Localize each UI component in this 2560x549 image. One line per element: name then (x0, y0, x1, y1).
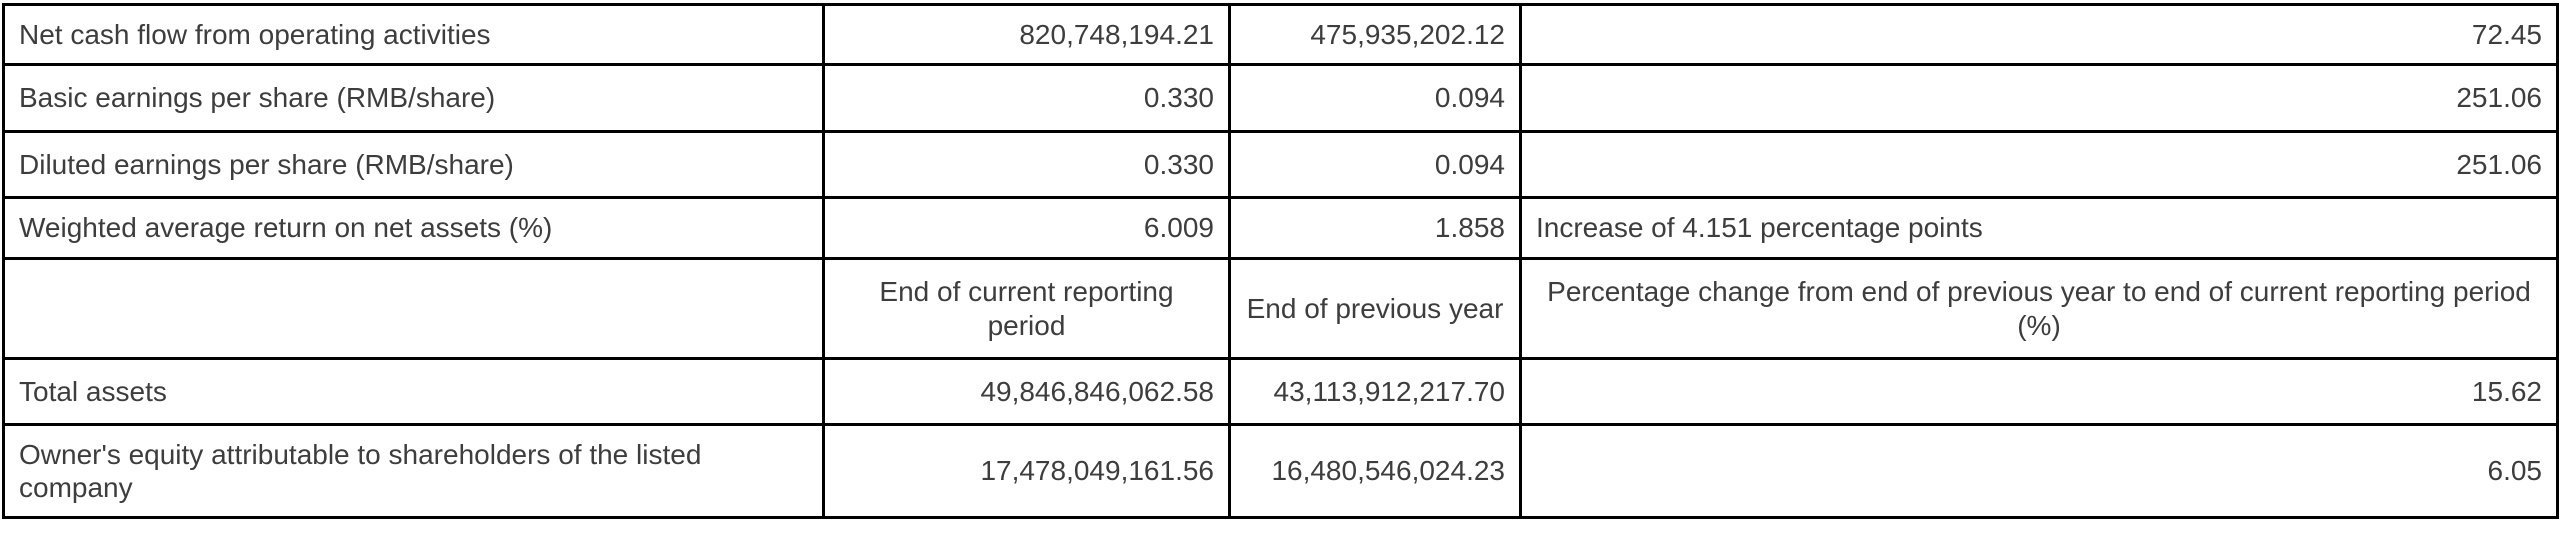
current-value: 0.330 (822, 130, 1231, 199)
metric-label: Weighted average return on net assets (%… (2, 196, 825, 260)
change-value: 251.06 (1519, 63, 2559, 133)
current-value: 0.330 (822, 63, 1231, 133)
financial-summary-table: Net cash flow from operating activities … (2, 3, 2559, 519)
table-row-total-assets: Total assets 49,846,846,062.58 43,113,91… (2, 357, 2559, 426)
table-row-column-headers: End of current reporting period End of p… (2, 257, 2559, 360)
previous-value: 16,480,546,024.23 (1228, 423, 1522, 519)
table-row-diluted-eps: Diluted earnings per share (RMB/share) 0… (2, 130, 2559, 199)
metric-label: Diluted earnings per share (RMB/share) (2, 130, 825, 199)
table-row-owners-equity: Owner's equity attributable to sharehold… (2, 423, 2559, 519)
table-row-weighted-average-return: Weighted average return on net assets (%… (2, 196, 2559, 260)
previous-value: 43,113,912,217.70 (1228, 357, 1522, 426)
metric-label: Basic earnings per share (RMB/share) (2, 63, 825, 133)
change-value: 6.05 (1519, 423, 2559, 519)
current-value: 49,846,846,062.58 (822, 357, 1231, 426)
change-value: 251.06 (1519, 130, 2559, 199)
blank-header-cell (2, 257, 825, 360)
previous-value: 0.094 (1228, 130, 1522, 199)
metric-label: Net cash flow from operating activities (2, 3, 825, 66)
table-row-basic-eps: Basic earnings per share (RMB/share) 0.3… (2, 63, 2559, 133)
previous-year-header: End of previous year (1228, 257, 1522, 360)
percentage-change-header: Percentage change from end of previous y… (1519, 257, 2559, 360)
previous-value: 475,935,202.12 (1228, 3, 1522, 66)
table-row-net-cash-flow: Net cash flow from operating activities … (2, 3, 2559, 66)
metric-label: Total assets (2, 357, 825, 426)
previous-value: 0.094 (1228, 63, 1522, 133)
document-page: Net cash flow from operating activities … (0, 3, 2560, 519)
current-value: 820,748,194.21 (822, 3, 1231, 66)
current-value: 17,478,049,161.56 (822, 423, 1231, 519)
change-value: 15.62 (1519, 357, 2559, 426)
change-value: 72.45 (1519, 3, 2559, 66)
current-value: 6.009 (822, 196, 1231, 260)
previous-value: 1.858 (1228, 196, 1522, 260)
metric-label: Owner's equity attributable to sharehold… (2, 423, 825, 519)
change-note: Increase of 4.151 percentage points (1519, 196, 2559, 260)
current-period-header: End of current reporting period (822, 257, 1231, 360)
